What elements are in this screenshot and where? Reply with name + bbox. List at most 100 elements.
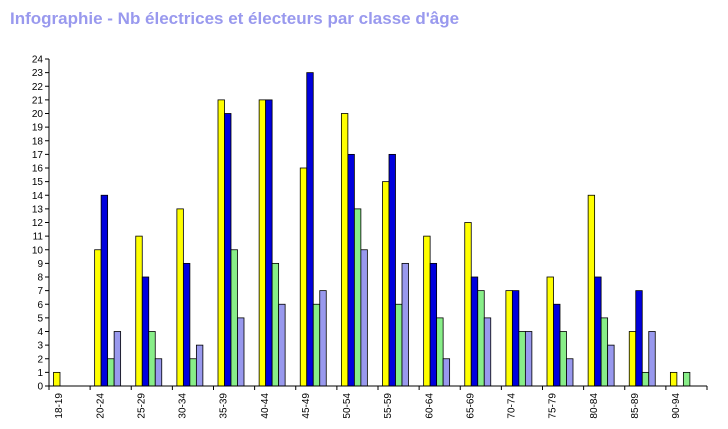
bar-s3-80-84	[607, 344, 615, 387]
x-tick-label: 65-69	[465, 393, 476, 419]
bar-s1-50-54	[347, 153, 355, 387]
bar-s0-30-34	[176, 208, 184, 387]
x-tick-label: 75-79	[548, 393, 559, 419]
bar-s2-55-59	[395, 303, 403, 387]
y-tick-label: 23	[32, 68, 44, 79]
bar-s0-18-19	[53, 371, 61, 387]
bar-s2-35-39	[230, 249, 238, 387]
bar-s3-75-79	[566, 358, 574, 387]
y-tick-label: 10	[32, 245, 44, 256]
y-tick-label: 5	[37, 313, 43, 324]
bar-s0-25-29	[135, 235, 143, 387]
x-tick-label: 85-89	[630, 393, 641, 419]
y-tick-label: 17	[32, 150, 44, 161]
bar-s3-45-49	[319, 290, 327, 387]
bar-s1-20-24	[100, 194, 109, 387]
x-tick-label: 90-94	[671, 393, 682, 419]
bar-s2-45-49	[312, 303, 321, 387]
bar-s3-85-89	[648, 331, 656, 387]
y-tick-label: 4	[37, 327, 43, 338]
x-tick-label: 60-64	[424, 393, 435, 419]
bar-s2-50-54	[353, 208, 362, 387]
x-tick-label: 30-34	[178, 393, 189, 419]
bar-s1-70-74	[511, 290, 520, 387]
bar-s1-65-69	[470, 276, 479, 387]
y-tick-label: 19	[32, 123, 44, 134]
y-tick-label: 9	[37, 259, 43, 270]
y-tick-label: 14	[32, 191, 44, 202]
bar-s3-50-54	[360, 249, 368, 387]
y-tick-label: 22	[32, 82, 44, 93]
y-tick-label: 16	[32, 164, 44, 175]
bar-s0-35-39	[217, 99, 225, 387]
y-tick-label: 6	[37, 300, 43, 311]
bar-s0-60-64	[423, 235, 431, 387]
bar-s3-20-24	[113, 331, 122, 387]
y-tick-label: 2	[37, 354, 43, 365]
bar-s3-40-44	[278, 303, 286, 387]
x-tick-label: 20-24	[95, 393, 106, 419]
bar-s1-75-79	[553, 303, 561, 387]
bar-s2-85-89	[641, 371, 650, 387]
bar-s2-40-44	[271, 262, 280, 387]
bar-s1-45-49	[306, 72, 314, 387]
bar-s1-80-84	[594, 276, 602, 387]
y-tick-label: 24	[32, 55, 44, 66]
bar-s0-85-89	[628, 331, 637, 387]
y-tick-label: 15	[32, 177, 44, 188]
bar-s3-25-29	[154, 358, 163, 387]
bar-s2-65-69	[477, 290, 485, 387]
bar-s1-30-34	[182, 262, 191, 387]
x-tick-label: 18-19	[54, 393, 65, 419]
bar-s3-70-74	[524, 331, 533, 387]
bar-s3-65-69	[483, 317, 492, 387]
y-tick-label: 21	[32, 95, 44, 106]
bar-s0-80-84	[587, 194, 596, 387]
bar-s2-80-84	[600, 317, 609, 387]
bar-s0-90-94	[669, 371, 678, 387]
y-tick-label: 13	[32, 204, 44, 215]
y-tick-label: 11	[33, 232, 44, 243]
bar-s1-60-64	[429, 262, 438, 387]
bar-s0-50-54	[340, 113, 349, 387]
y-tick-label: 18	[32, 136, 44, 147]
chart-title: Infographie - Nb électrices et électeurs…	[10, 9, 460, 28]
bar-s2-20-24	[107, 358, 115, 387]
x-tick-label: 80-84	[589, 393, 600, 419]
bar-s1-55-59	[388, 153, 396, 387]
y-tick-label: 20	[32, 109, 44, 120]
bar-s1-25-29	[141, 276, 150, 387]
y-tick-label: 1	[37, 368, 43, 379]
axes-layer: 0123456789101112131415161718192021222324…	[32, 55, 708, 419]
bar-s0-40-44	[258, 99, 267, 387]
bar-s0-70-74	[505, 290, 513, 387]
x-tick-label: 45-49	[301, 393, 312, 419]
bar-s1-40-44	[265, 99, 273, 387]
bar-s0-55-59	[382, 181, 390, 387]
y-tick-label: 8	[37, 273, 43, 284]
x-tick-label: 40-44	[260, 393, 271, 419]
x-tick-label: 55-59	[383, 393, 394, 419]
bar-s2-25-29	[148, 331, 156, 387]
bar-s3-30-34	[195, 344, 204, 387]
y-tick-label: 3	[37, 341, 43, 352]
bar-s3-35-39	[237, 317, 245, 387]
bar-s1-35-39	[224, 113, 232, 387]
x-tick-label: 50-54	[342, 393, 353, 419]
y-tick-label: 7	[37, 286, 43, 297]
bar-s2-90-94	[682, 371, 691, 387]
bar-s2-75-79	[559, 331, 567, 387]
bar-s0-65-69	[464, 222, 472, 387]
bar-s0-20-24	[94, 249, 102, 387]
x-tick-label: 70-74	[507, 393, 518, 419]
bar-s2-30-34	[189, 358, 197, 387]
x-tick-label: 35-39	[219, 393, 230, 419]
bar-s2-70-74	[518, 331, 526, 387]
bar-s1-85-89	[635, 290, 643, 387]
bar-s0-75-79	[546, 276, 554, 387]
bars-layer	[53, 72, 691, 387]
bar-s0-45-49	[299, 167, 308, 387]
y-tick-label: 12	[32, 218, 44, 229]
y-tick-label: 0	[37, 382, 43, 393]
